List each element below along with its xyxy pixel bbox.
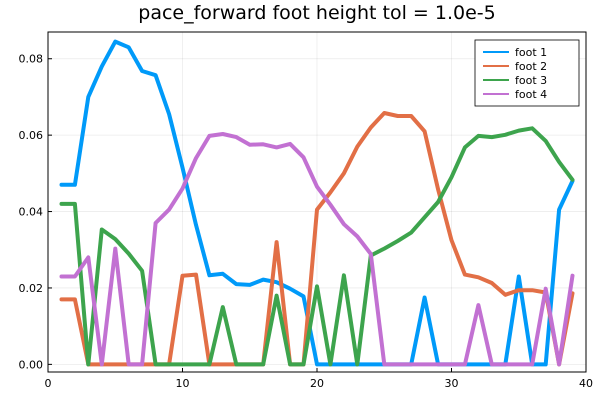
x-tick-label: 40	[579, 377, 593, 390]
series-line-foot-2	[59, 111, 575, 367]
x-tick-label: 30	[445, 377, 459, 390]
y-tick-label: 0.08	[19, 53, 44, 66]
x-tick-label: 0	[45, 377, 52, 390]
legend-label: foot 1	[515, 46, 547, 59]
series-line-foot-1	[59, 39, 575, 367]
tick-labels: 0 10 20 30 40 0.00 0.02 0.04 0.06 0.08	[19, 53, 594, 390]
series-line-foot-4	[59, 132, 575, 367]
legend-label: foot 4	[515, 88, 547, 101]
series-group	[59, 39, 575, 367]
x-tick-label: 20	[310, 377, 324, 390]
chart-title: pace_forward foot height tol = 1.0e-5	[138, 2, 495, 24]
y-tick-label: 0.02	[19, 282, 44, 295]
y-tick-label: 0.04	[19, 206, 44, 219]
legend-label: foot 3	[515, 74, 547, 87]
legend-label: foot 2	[515, 60, 547, 73]
x-tick-label: 10	[176, 377, 190, 390]
y-tick-label: 0.00	[19, 358, 44, 371]
y-tick-label: 0.06	[19, 129, 44, 142]
